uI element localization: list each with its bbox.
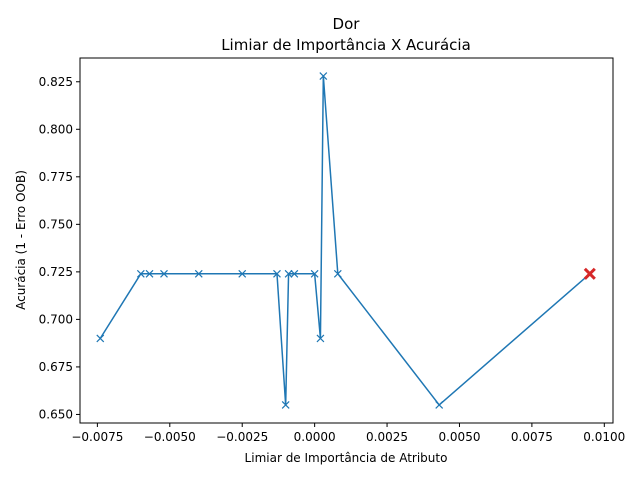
y-tick-label: 0.750: [39, 217, 73, 231]
chart-subtitle: Limiar de Importância X Acurácia: [221, 36, 471, 54]
data-point-marker: [238, 269, 247, 278]
y-axis-label: Acurácia (1 - Erro OOB): [14, 170, 28, 310]
data-point-marker: [310, 269, 319, 278]
axes-frame: [79, 57, 614, 424]
data-point-marker: [435, 401, 444, 409]
x-axis: −0.0075 −0.0050 −0.0025 0.0000 0.0025 0.0050 0…: [71, 423, 625, 444]
data-point-marker: [333, 269, 342, 278]
x-tick-label: 0.0050: [438, 430, 480, 444]
series-line: [99, 76, 591, 407]
y-tick-label: 0.650: [39, 407, 73, 421]
data-point-marker: [96, 334, 105, 343]
y-axis: 0.650 0.675 0.700 0.725 0.750 0.775 0.800 0.825: [39, 75, 80, 421]
y-tick-label: 0.825: [39, 75, 73, 89]
x-tick-label: 0.0025: [366, 430, 408, 444]
data-point-marker: [273, 269, 281, 278]
y-tick-label: 0.675: [39, 360, 73, 374]
data-point-marker: [145, 269, 154, 278]
data-point-marker: [281, 401, 290, 409]
data-point-marker: [160, 269, 168, 278]
data-point-marker: [194, 269, 203, 278]
x-tick-label: −0.0075: [71, 430, 123, 444]
data-point-marker: [290, 269, 299, 278]
x-tick-label: −0.0025: [216, 430, 268, 444]
y-tick-label: 0.800: [39, 122, 73, 136]
y-tick-label: 0.700: [39, 312, 73, 326]
x-tick-label: 0.0075: [511, 430, 553, 444]
chart-title: Dor: [333, 15, 361, 33]
data-point-marker: [316, 334, 325, 343]
data-point-marker: [136, 269, 145, 278]
best-point-marker: [583, 267, 596, 280]
y-tick-label: 0.725: [39, 265, 73, 279]
plot-area: [96, 72, 596, 409]
x-tick-label: 0.0000: [294, 430, 336, 444]
x-axis-label: Limiar de Importância de Atributo: [245, 451, 448, 465]
y-tick-label: 0.775: [39, 170, 73, 184]
x-tick-label: 0.0100: [583, 430, 625, 444]
data-point-marker: [284, 269, 293, 278]
x-tick-label: −0.0050: [144, 430, 196, 444]
data-point-marker: [319, 72, 328, 80]
